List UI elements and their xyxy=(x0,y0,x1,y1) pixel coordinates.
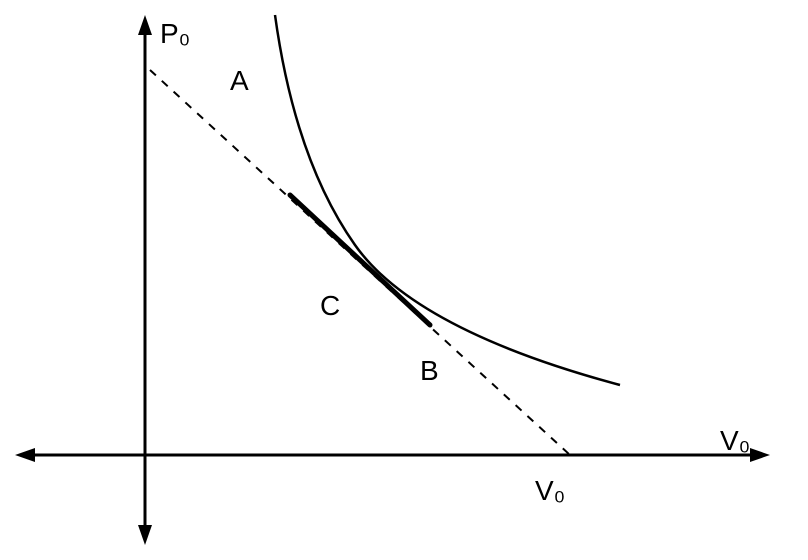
x-axis-arrow-right xyxy=(750,448,770,462)
pv-diagram: P₀ V₀ A C B V₀ xyxy=(0,0,808,560)
diagram-svg xyxy=(0,0,808,560)
point-a-label: A xyxy=(230,65,249,97)
p0-label-text: P₀ xyxy=(160,18,190,49)
b-text: B xyxy=(420,355,439,386)
c-text: C xyxy=(320,290,340,321)
isotherm-curve xyxy=(275,15,620,385)
x-axis-label: V₀ xyxy=(720,425,750,457)
y-axis-arrow-up xyxy=(138,15,152,35)
v0-axis-label-text: V₀ xyxy=(720,425,750,456)
v0-intercept-label: V₀ xyxy=(535,475,565,507)
a-text: A xyxy=(230,65,249,96)
point-c-label: C xyxy=(320,290,340,322)
y-axis-label: P₀ xyxy=(160,18,190,50)
v0-intercept-text: V₀ xyxy=(535,475,565,506)
x-axis-arrow-left xyxy=(15,448,35,462)
point-b-label: B xyxy=(420,355,439,387)
tangent-segment xyxy=(290,195,430,325)
y-axis-arrow-down xyxy=(138,525,152,545)
